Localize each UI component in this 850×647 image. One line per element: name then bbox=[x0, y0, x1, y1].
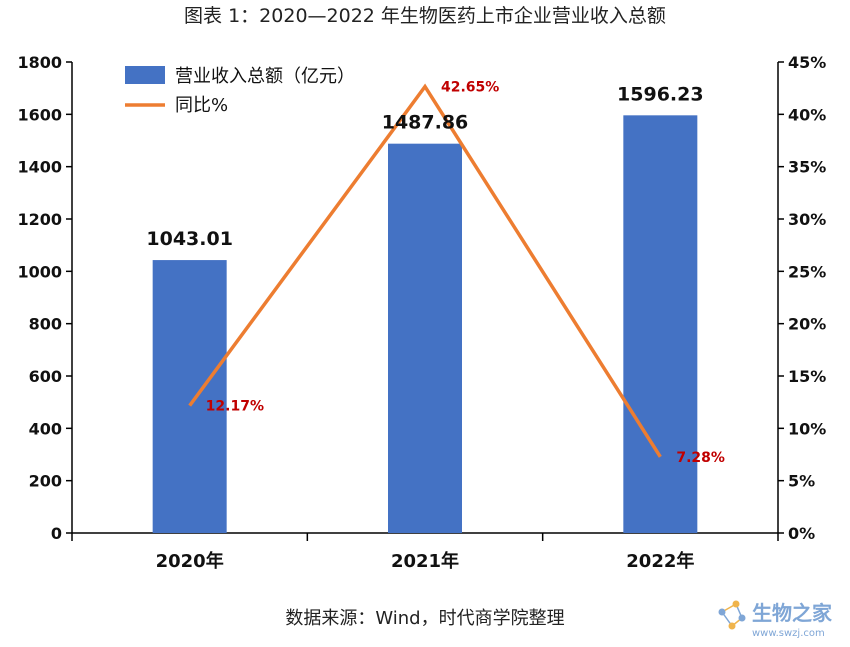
line-series bbox=[188, 83, 662, 458]
x-tick-label: 2021年 bbox=[391, 550, 459, 572]
bar bbox=[623, 115, 698, 533]
watermark-url: www.swzj.com bbox=[752, 628, 825, 639]
source-note: 数据来源：Wind，时代商学院整理 bbox=[285, 608, 564, 629]
data-labels: 1043.01 1487.86 1596.23 12.17% 42.65% 7.28% bbox=[146, 80, 725, 466]
chart-title: 图表 1：2020—2022 年生物医药上市企业营业收入总额 bbox=[184, 5, 666, 27]
y-right-tick-label: 30% bbox=[788, 210, 826, 229]
y-left-tick-label: 400 bbox=[29, 419, 62, 438]
bar-data-label: 1487.86 bbox=[382, 112, 469, 134]
y-left-tick-label: 600 bbox=[29, 367, 62, 386]
legend-line-label: 同比% bbox=[175, 95, 228, 116]
y-right-tick-label: 10% bbox=[788, 419, 826, 438]
y-left-tick-label: 1800 bbox=[17, 53, 62, 72]
y-left-tick-label: 1400 bbox=[17, 158, 62, 177]
line-data-label: 7.28% bbox=[676, 450, 725, 466]
legend: 营业收入总额（亿元） 同比% bbox=[125, 66, 355, 116]
y-left-tick-label: 800 bbox=[29, 315, 62, 334]
legend-bar-label: 营业收入总额（亿元） bbox=[175, 66, 355, 87]
y-right-tick-label: 0% bbox=[788, 524, 815, 543]
y-right-tick-label: 35% bbox=[788, 158, 826, 177]
y-left-tick-label: 0 bbox=[51, 524, 62, 543]
y-right-tick-label: 20% bbox=[788, 315, 826, 334]
y-right-tick-label: 45% bbox=[788, 53, 826, 72]
y-right-tick-label: 40% bbox=[788, 105, 826, 124]
y-right-tick-label: 5% bbox=[788, 472, 815, 491]
y-left-tick-label: 1200 bbox=[17, 210, 62, 229]
bar bbox=[152, 260, 227, 533]
watermark: 生物之家 www.swzj.com bbox=[718, 600, 833, 639]
bar-data-label: 1596.23 bbox=[617, 83, 704, 105]
y-right-tick-label: 25% bbox=[788, 262, 826, 281]
line-data-label: 12.17% bbox=[206, 399, 264, 415]
line-data-label: 42.65% bbox=[441, 80, 499, 96]
y-left-tick-label: 1600 bbox=[17, 105, 62, 124]
axes: 0 200 400 600 800 1000 1200 1400 1600 1800 0% 5% 10%… bbox=[17, 53, 826, 572]
legend-bar-swatch bbox=[125, 66, 165, 84]
y-left-tick-label: 200 bbox=[29, 472, 62, 491]
bar bbox=[388, 143, 462, 533]
bar-data-label: 1043.01 bbox=[146, 228, 233, 250]
watermark-text: 生物之家 bbox=[752, 601, 833, 625]
molecule-icon bbox=[718, 600, 746, 630]
y-right-tick-label: 15% bbox=[788, 367, 826, 386]
x-tick-label: 2022年 bbox=[626, 550, 694, 572]
y-left-tick-label: 1000 bbox=[17, 262, 62, 281]
bar-series bbox=[152, 115, 698, 533]
x-tick-label: 2020年 bbox=[156, 550, 224, 572]
